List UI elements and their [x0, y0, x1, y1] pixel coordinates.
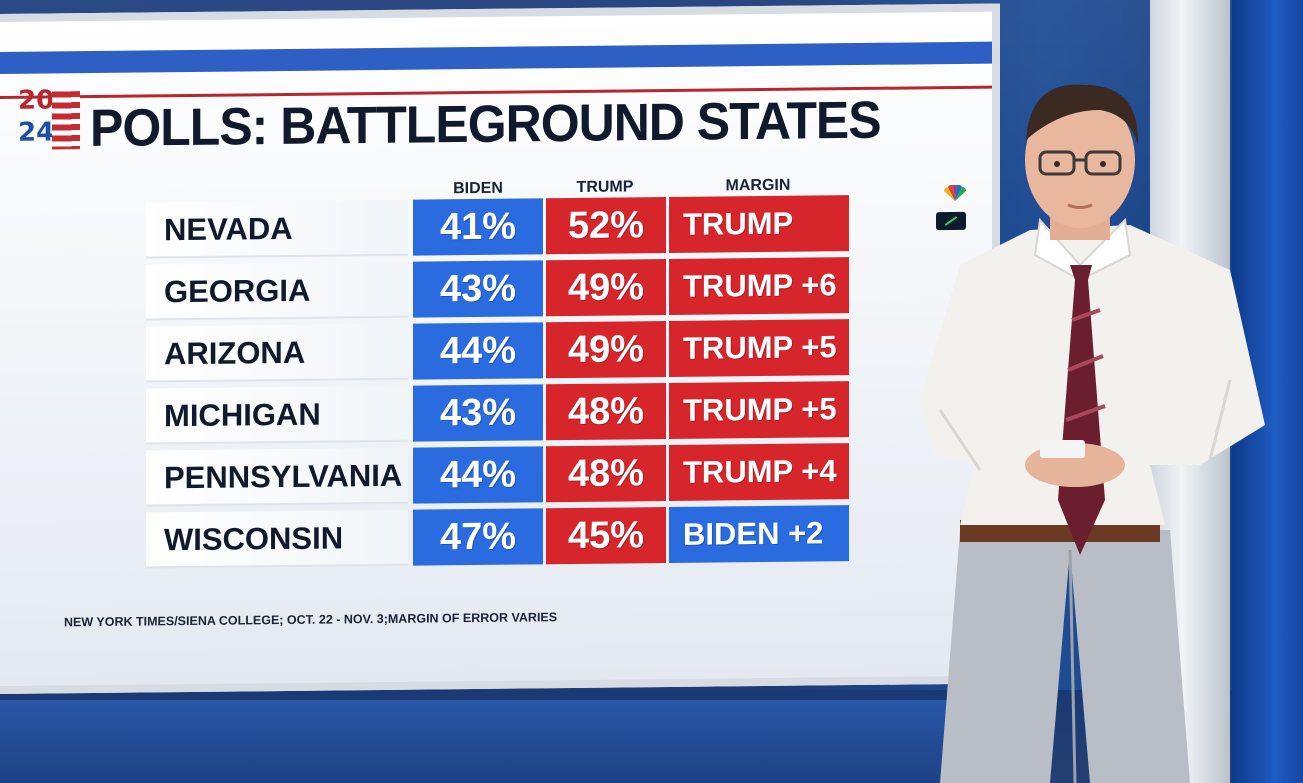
trump-percent: 48%: [546, 383, 666, 441]
column-header-biden: BIDEN: [453, 179, 503, 198]
studio-desk: [0, 700, 960, 783]
biden-percent: 41%: [413, 198, 543, 256]
biden-percent: 47%: [413, 508, 543, 566]
margin-value: TRUMP +5: [669, 381, 849, 439]
table-row: MICHIGAN 43% 48% TRUMP +5: [146, 381, 856, 446]
table-row: PENNSYLVANIA 44% 48% TRUMP +4: [146, 443, 856, 508]
trump-percent: 48%: [546, 445, 666, 503]
state-name: ARIZONA: [146, 323, 408, 383]
margin-value: TRUMP +6: [669, 257, 849, 315]
margin-value: BIDEN +2: [669, 505, 849, 563]
biden-percent: 43%: [413, 384, 543, 442]
flag-stripes-icon: [52, 91, 80, 150]
state-name: MICHIGAN: [146, 385, 408, 445]
state-name: GEORGIA: [146, 261, 408, 321]
state-name: PENNSYLVANIA: [146, 447, 408, 507]
presenter-figure: [920, 84, 1265, 783]
biden-percent: 43%: [413, 260, 543, 318]
page-title: POLLS: BATTLEGROUND STATES: [90, 90, 881, 158]
logo-year-bottom: 24: [18, 117, 55, 148]
column-header-margin: MARGIN: [725, 176, 791, 195]
state-name: NEVADA: [146, 199, 408, 259]
election-2024-logo: 20 24: [0, 81, 86, 160]
trump-percent: 49%: [546, 321, 666, 379]
table-row: GEORGIA 43% 49% TRUMP +6: [146, 257, 856, 322]
biden-percent: 44%: [413, 322, 543, 380]
table-row: WISCONSIN 47% 45% BIDEN +2: [146, 505, 856, 570]
video-wall: 20 24 POLLS: BATTLEGROUND STATES BIDEN T…: [0, 3, 1000, 694]
column-header-trump: TRUMP: [576, 178, 634, 196]
margin-value: TRUMP +4: [669, 443, 849, 501]
table-row: NEVADA 41% 52% TRUMP +10: [146, 195, 856, 298]
trump-percent: 49%: [546, 259, 666, 317]
peacock-icon: [944, 184, 966, 201]
margin-value: TRUMP +10: [669, 195, 849, 298]
logo-year-top: 20: [18, 85, 55, 116]
trump-percent: 52%: [546, 197, 666, 255]
table-row: ARIZONA 44% 49% TRUMP +5: [146, 319, 856, 384]
trump-percent: 45%: [546, 507, 666, 565]
margin-value: TRUMP +5: [669, 319, 849, 377]
state-name: WISCONSIN: [146, 509, 408, 569]
biden-percent: 44%: [413, 446, 543, 504]
